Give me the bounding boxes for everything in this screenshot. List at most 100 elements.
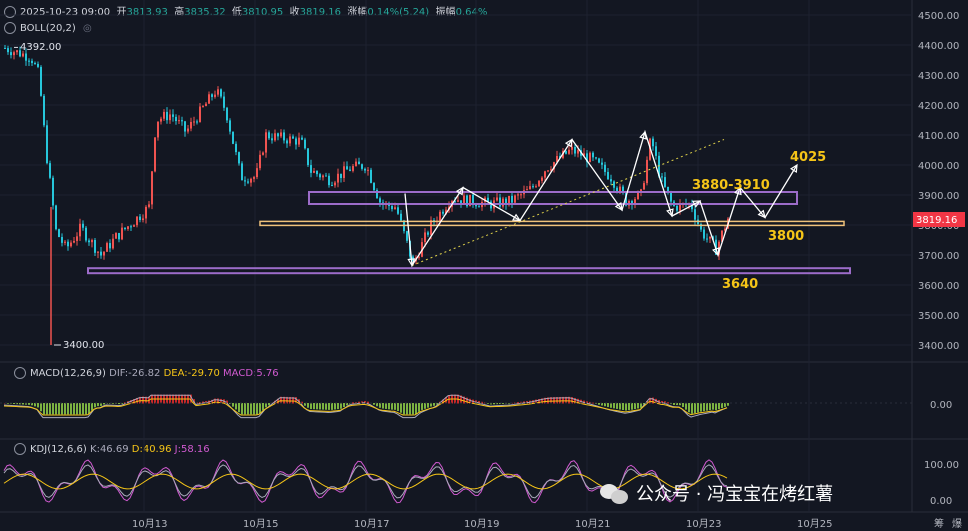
boll-header[interactable]: BOLL(20,2) ◎ [4,22,92,34]
candle-body [460,200,462,204]
arrow-head [757,209,766,219]
candle-body [508,195,510,205]
hide-eye-icon[interactable]: ◎ [82,23,92,34]
arrow-head [734,186,742,196]
candle-body [250,178,252,183]
macd-bar [226,400,228,404]
macd-bar [703,403,705,412]
macd-bar [622,403,624,411]
macd-bar [325,403,327,410]
macd-bar [334,403,336,410]
macd-bar [25,403,27,405]
candle-body [325,175,327,177]
macd-bar [706,403,708,411]
macd-bar [406,403,408,415]
macd-bar [562,396,564,404]
price-tick: 3400.00 [918,341,959,352]
kdj-header[interactable]: KDJ(12,6,6) K:46.69 D:40.96 J:58.16 [14,443,210,455]
candle-body [709,236,711,239]
macd-bar [61,403,63,415]
macd-value: MACD:5.76 [223,368,279,379]
candle-body [142,218,144,220]
candle-body [529,186,531,190]
macd-header[interactable]: MACD(12,26,9) DIF:-26.82 DEA:-29.70 MACD… [14,367,279,379]
low-label: 低 [231,7,242,18]
candle-body [589,152,591,163]
candle-body [130,226,132,228]
arrow-head [789,163,798,173]
visibility-icon[interactable] [4,6,16,18]
change-value: 0.14%(5.24) [367,7,430,18]
macd-bar [73,403,75,415]
high-label: 高 [174,7,185,18]
macd-bar [241,403,243,415]
candle-body [232,131,234,144]
macd-bar [91,403,93,411]
candle-body [262,152,264,155]
candle-body [19,50,21,57]
candle-body [319,174,321,178]
candle-body [10,52,12,56]
candle-body [202,106,204,108]
macd-bar [145,396,147,404]
macd-bar [634,403,636,410]
candle-body [646,159,648,184]
candle-body [37,63,39,67]
macd-bar [400,403,402,413]
indicator-settings-icon[interactable] [4,22,16,34]
level-3800-label: 3800 [768,229,804,244]
arrow-head [666,208,674,218]
macd-bar [697,403,699,413]
macd-bar [277,398,279,404]
candle-body [505,198,507,205]
candle-body [61,236,63,243]
candle-body [475,204,477,207]
candle-body [601,162,603,165]
macd-bar [280,396,282,404]
macd-bar [232,403,234,407]
macd-bar [40,403,42,412]
candle-body [28,60,30,62]
macd-bar [253,403,255,415]
macd-bar [574,397,576,404]
macd-bar [190,394,192,404]
macd-bar [289,396,291,404]
macd-bar [685,403,687,410]
watermark-text: 公众号 · 冯宝宝在烤红薯 [636,484,834,505]
axis-control[interactable]: 爆 [952,518,962,530]
macd-bar [415,403,417,415]
resistance-zone [308,191,798,205]
candle-body [604,164,606,172]
macd-bar [268,403,270,406]
macd-bar [364,401,366,404]
open-value: 3813.93 [126,7,168,18]
candle-body [316,170,318,175]
axis-control[interactable]: 筹 [934,517,944,530]
macd-bar [418,403,420,412]
arrow-head [564,138,573,148]
candle-body [655,146,657,156]
close-label: 收 [289,7,300,18]
kdj-settings-icon[interactable] [14,443,26,455]
kdj-tick: 0.00 [930,496,952,507]
macd-bar [307,403,309,408]
candle-body [304,139,306,149]
macd-bar [649,397,651,404]
candle-body [238,152,240,164]
candle-body [643,183,645,190]
macd-dif: DIF:-26.82 [109,368,161,379]
candle-body [163,111,165,119]
time-tick: 10月19 [464,518,499,530]
macd-bar [469,398,471,404]
candle-body [196,121,198,123]
candle-body [439,211,441,221]
candle-body [634,199,636,205]
macd-bar [304,403,306,406]
macd-bar [238,403,240,413]
candle-body [85,227,87,241]
macd-bar [424,403,426,409]
candle-body [166,111,168,121]
macd-settings-icon[interactable] [14,367,26,379]
candle-body [694,209,696,220]
